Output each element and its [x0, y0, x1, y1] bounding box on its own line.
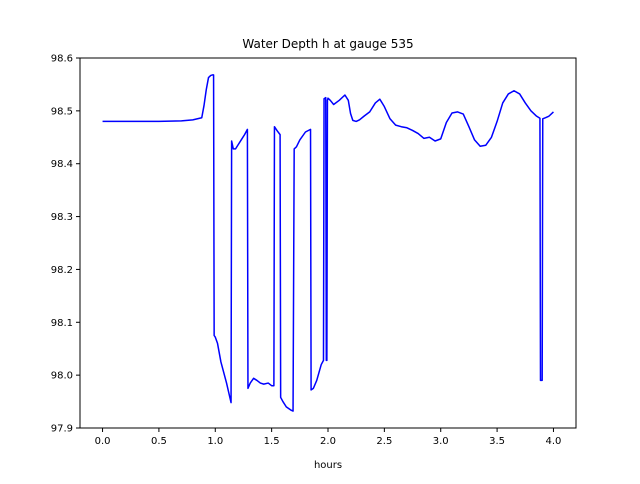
x-tick-label: 3.0 [433, 436, 449, 447]
series-line-water-depth [102, 74, 554, 412]
x-tick-label: 1.0 [207, 436, 223, 447]
y-tick-label: 97.9 [51, 424, 73, 435]
x-tick-label: 1.5 [264, 436, 280, 447]
y-tick-label: 98.5 [51, 106, 73, 117]
x-tick-label: 3.5 [489, 436, 505, 447]
y-tick-label: 98.1 [51, 318, 73, 329]
chart-title: Water Depth h at gauge 535 [242, 37, 413, 51]
x-axis-label: hours [314, 460, 342, 471]
y-axis: 97.9 98.0 98.1 98.2 98.3 98.4 98.5 98.6 [51, 54, 80, 435]
x-axis: 0.0 0.5 1.0 1.5 2.0 2.5 3.0 3.5 4.0 [95, 428, 562, 447]
x-tick-label: 0.5 [151, 436, 167, 447]
y-tick-label: 98.4 [51, 159, 73, 170]
y-tick-label: 98.0 [51, 371, 73, 382]
x-tick-label: 2.5 [376, 436, 392, 447]
x-tick-label: 2.0 [320, 436, 336, 447]
y-tick-label: 98.2 [51, 265, 73, 276]
y-tick-label: 98.6 [51, 54, 73, 65]
x-tick-label: 4.0 [546, 436, 562, 447]
x-tick-label: 0.0 [95, 436, 111, 447]
y-tick-label: 98.3 [51, 212, 73, 223]
